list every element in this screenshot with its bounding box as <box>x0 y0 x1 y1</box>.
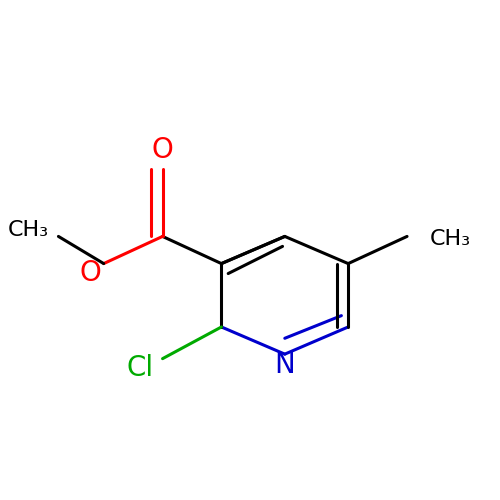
Text: Cl: Cl <box>126 354 154 382</box>
Text: O: O <box>79 258 101 286</box>
Text: CH₃: CH₃ <box>8 220 50 240</box>
Text: O: O <box>152 136 174 164</box>
Text: CH₃: CH₃ <box>430 228 471 248</box>
Text: N: N <box>274 352 295 380</box>
